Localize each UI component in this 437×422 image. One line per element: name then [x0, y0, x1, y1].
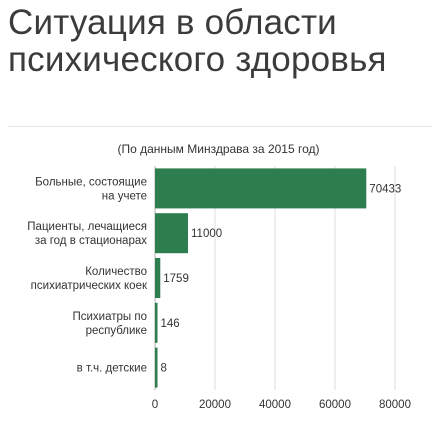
bar — [155, 302, 158, 343]
category-label-line: республике — [86, 325, 147, 337]
value-label: 1759 — [163, 273, 189, 285]
chart-subtitle: (По данным Минздрава за 2015 год) — [117, 142, 320, 156]
value-label: 8 — [161, 363, 167, 375]
category-label-line: Психиатры по — [72, 311, 147, 323]
bar — [155, 258, 161, 298]
value-label: 11000 — [191, 228, 222, 240]
category-label-line: Пациенты, лечащиеся — [27, 221, 147, 233]
x-tick-label: 0 — [152, 399, 158, 411]
category-label: Больные, состоящие на учете — [35, 176, 147, 202]
x-tick-label: 80000 — [379, 399, 411, 411]
category-label: в т.ч. детские — [77, 363, 147, 375]
category-label: Психиатры по республике — [72, 311, 147, 337]
value-label: 146 — [161, 318, 180, 330]
x-tick-label: 20000 — [199, 399, 231, 411]
bar — [155, 213, 188, 254]
bar — [155, 347, 158, 388]
category-label-line: Больные, состоящие — [35, 176, 147, 188]
x-tick-label: 60000 — [319, 399, 351, 411]
category-label-line: в т.ч. детские — [77, 363, 147, 375]
title-divider — [8, 126, 432, 127]
category-label-line: за год в стационарах — [35, 235, 147, 247]
chart-title: Ситуация в области психического здоровья — [8, 3, 387, 79]
category-label-line: Количество — [85, 266, 147, 278]
bar — [155, 168, 367, 209]
category-label-line: психиатрических коек — [31, 280, 148, 292]
value-label: 70433 — [369, 183, 401, 195]
category-label: Пациенты, лечащиеся за год в стационарах — [27, 221, 147, 247]
category-label: Количество психиатрических коек — [31, 266, 148, 292]
x-tick-label: 40000 — [259, 399, 291, 411]
category-label-line: на учете — [102, 190, 147, 202]
